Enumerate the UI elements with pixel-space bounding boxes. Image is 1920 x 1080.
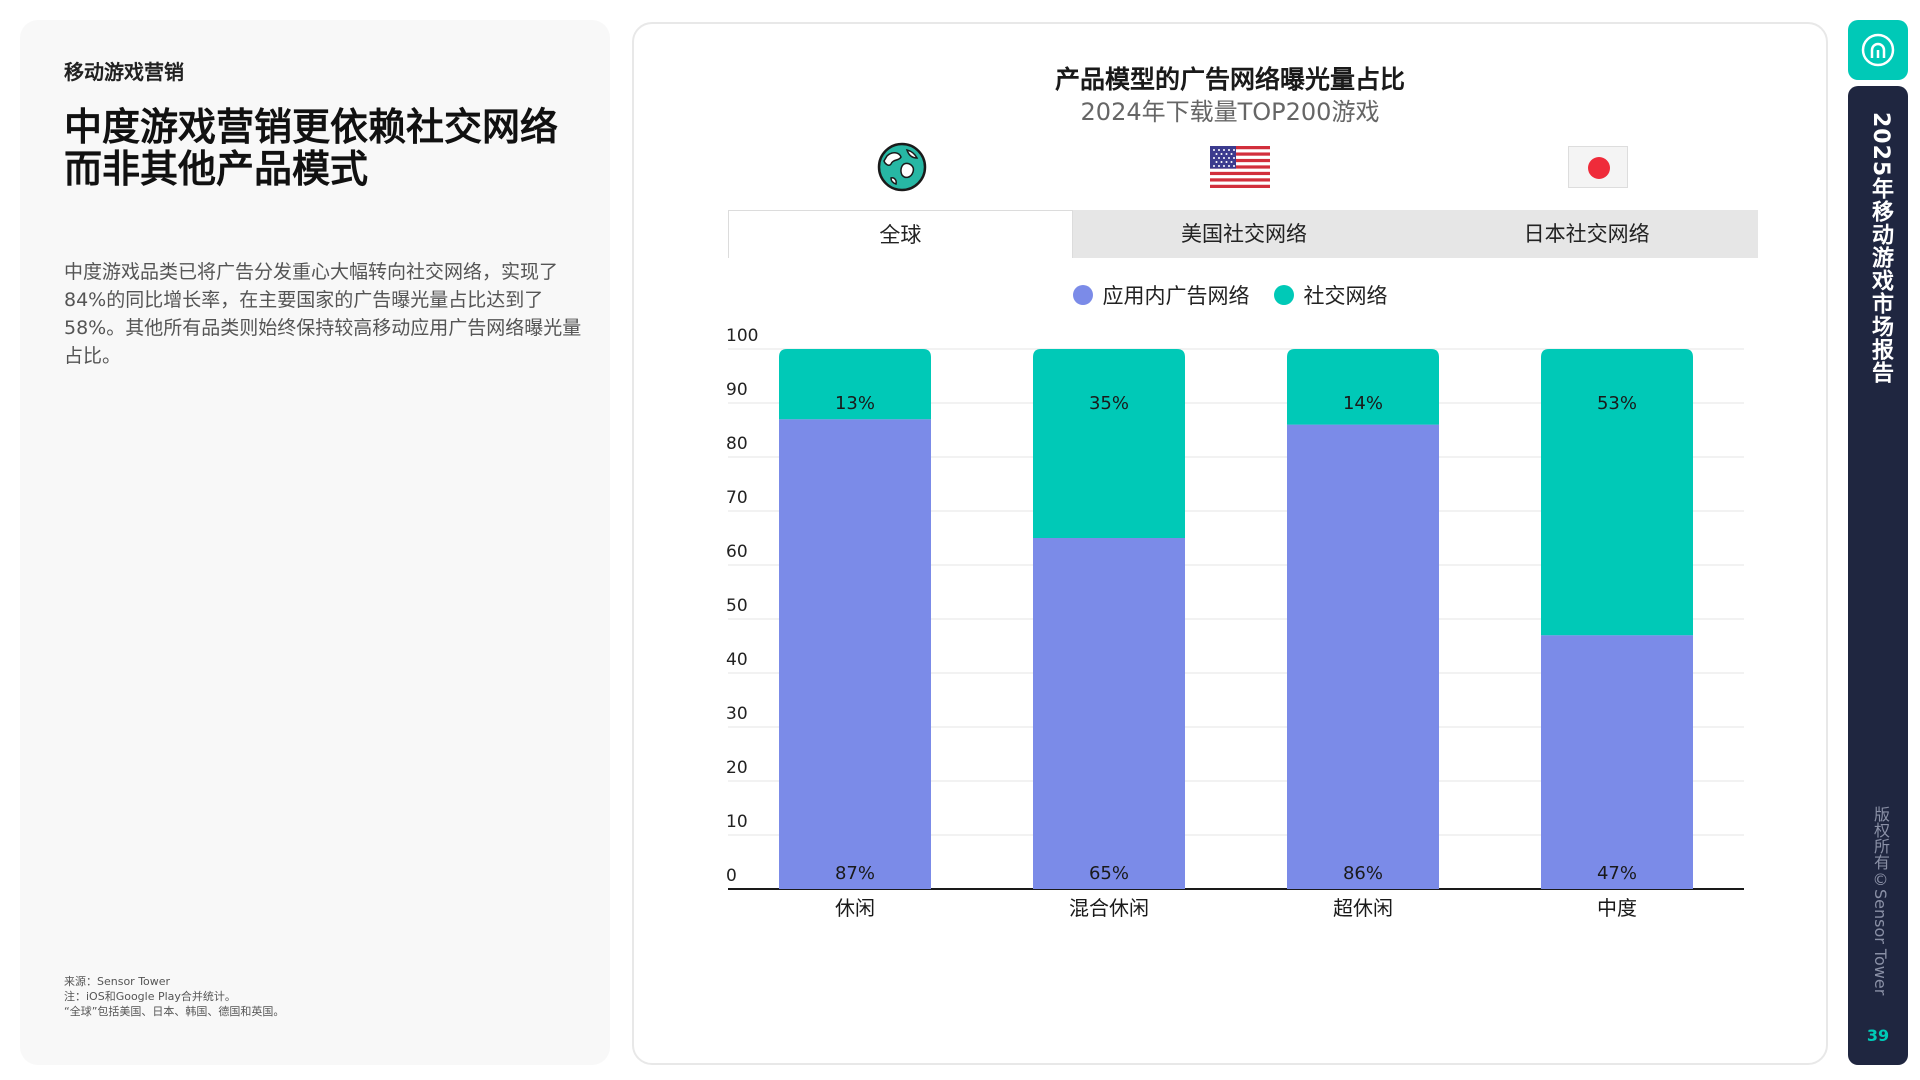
- body-text: 中度游戏品类已将广告分发重心大幅转向社交网络，实现了84%的同比增长率，在主要国…: [64, 261, 582, 367]
- jp-flag-icon: [1568, 146, 1628, 188]
- y-tick-label: 70: [726, 488, 748, 508]
- footnotes: 来源：Sensor Tower 注：iOS和Google Play合并统计。 “…: [64, 974, 584, 1019]
- data-label: 53%: [1597, 393, 1637, 414]
- footnote-source: 来源：Sensor Tower: [64, 975, 171, 988]
- chart-subtitle: 2024年下载量TOP200游戏: [1080, 98, 1380, 126]
- tab-us-social[interactable]: 美国社交网络: [1181, 222, 1307, 246]
- legend-item-social: 社交网络: [1273, 280, 1388, 310]
- data-label: 35%: [1089, 393, 1129, 414]
- data-label: 47%: [1597, 863, 1637, 884]
- y-tick-label: 100: [726, 326, 758, 346]
- x-tick-label: 超休闲: [1333, 896, 1393, 920]
- y-tick-label: 0: [726, 866, 737, 886]
- y-tick-label: 60: [726, 542, 748, 562]
- left-panel: 移动游戏营销 中度游戏营销更依赖社交网络而非其他产品模式 中度游戏品类已将广告分…: [20, 20, 610, 1065]
- bar-segment: [1541, 349, 1693, 636]
- footnote-global: “全球”包括美国、日本、韩国、德国和英国。: [64, 1005, 285, 1018]
- legend-label-social: 社交网络: [1303, 284, 1388, 308]
- page-headline: 中度游戏营销更依赖社交网络而非其他产品模式: [64, 105, 559, 191]
- bar-segment: [779, 349, 931, 420]
- legend-dot-social: [1273, 285, 1294, 305]
- tab-global[interactable]: 全球: [728, 210, 1073, 258]
- x-tick-label: 混合休闲: [1069, 896, 1149, 920]
- bar-segment: [1033, 349, 1185, 538]
- x-tick-label: 中度: [1597, 896, 1637, 920]
- footnote-note: 注：iOS和Google Play合并统计。: [64, 990, 236, 1003]
- jp-flag-sun: [1588, 157, 1610, 179]
- legend-dot-in-app: [1072, 285, 1093, 305]
- y-tick-label: 50: [726, 596, 748, 616]
- report-title: 2025年移动游戏市场报告: [1868, 112, 1893, 385]
- logo-mark: [1861, 33, 1895, 67]
- data-label: 65%: [1089, 863, 1129, 884]
- bar-segment: [1033, 538, 1185, 889]
- y-tick-label: 20: [726, 758, 748, 778]
- sensor-tower-logo-icon: [1848, 20, 1908, 80]
- stacked-bar-chart: 0 10 20 30 40 50 60 70 80 90 100 87% 13% 休闲 65% 35% 混合休闲…: [726, 326, 1744, 920]
- bar-segment: [1287, 349, 1439, 425]
- chart-card: 产品模型的广告网络曝光量占比 2024年下载量TOP200游戏 全球 美国社交网…: [632, 22, 1828, 1065]
- chart-legend: 应用内广告网络 社交网络: [634, 280, 1826, 310]
- copyright: 版权所有©Sensor Tower: [1871, 806, 1890, 996]
- page-number: 39: [1866, 1026, 1890, 1045]
- data-label: 14%: [1343, 393, 1383, 414]
- chart-title: 产品模型的广告网络曝光量占比: [1054, 65, 1405, 94]
- legend-item-in-app: 应用内广告网络: [1072, 280, 1250, 310]
- us-flag-icon: [1210, 146, 1270, 188]
- region-tabs: 全球 美国社交网络 日本社交网络: [728, 210, 1758, 258]
- bar-segment: [1541, 635, 1693, 889]
- globe-icon: [877, 142, 927, 192]
- side-bar: 2025年移动游戏市场报告 版权所有©Sensor Tower 39: [1848, 20, 1908, 1065]
- legend-label-in-app: 应用内广告网络: [1102, 284, 1250, 308]
- tab-jp-social[interactable]: 日本社交网络: [1523, 222, 1650, 246]
- y-tick-label: 90: [726, 380, 748, 400]
- x-tick-label: 休闲: [835, 896, 875, 920]
- y-tick-label: 80: [726, 434, 748, 454]
- y-tick-label: 40: [726, 650, 748, 670]
- y-tick-label: 10: [726, 812, 748, 832]
- data-label: 86%: [1343, 863, 1383, 884]
- data-label: 13%: [835, 393, 875, 414]
- bar-segment: [1287, 424, 1439, 889]
- bar-segment: [779, 419, 931, 889]
- y-tick-label: 30: [726, 704, 748, 724]
- side-panel: [1848, 86, 1908, 1065]
- section-label: 移动游戏营销: [64, 60, 184, 84]
- data-label: 87%: [835, 863, 875, 884]
